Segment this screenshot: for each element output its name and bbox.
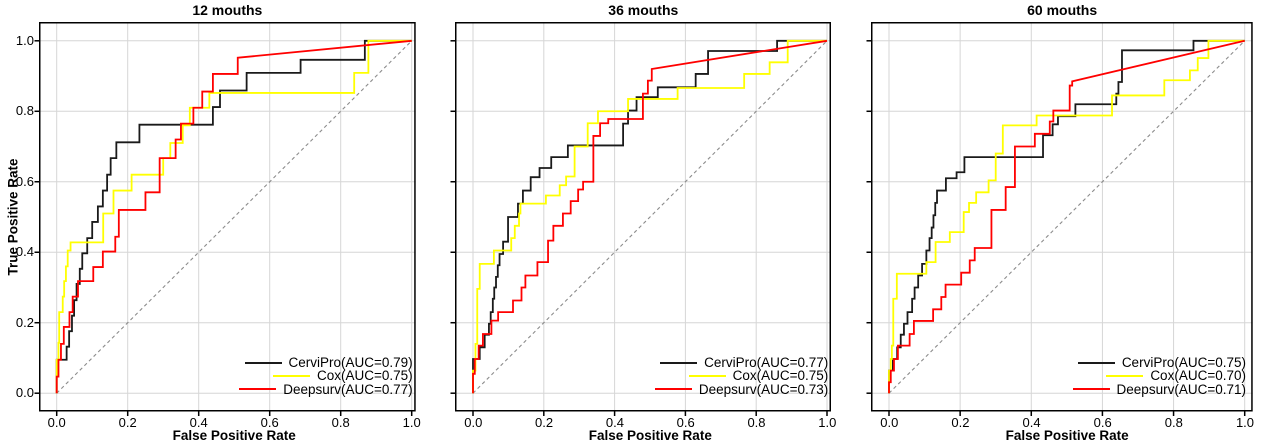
plot-border	[455, 21, 832, 411]
x-tick-label: 0.4	[1022, 415, 1041, 430]
x-tick-label: 0.4	[189, 415, 208, 430]
diagonal-reference-line	[472, 39, 828, 394]
legend-label: CerviPro(AUC=0.79)	[288, 354, 413, 370]
legend-item-cox: Cox(AUC=0.70)	[1106, 368, 1246, 384]
diagonal-reference-line	[56, 39, 413, 394]
roc-curve-cox	[472, 39, 828, 393]
roc-curve-deepsurv	[472, 39, 828, 393]
x-tick-label: 0.8	[747, 415, 766, 430]
roc-curve-cox	[888, 39, 1245, 393]
y-tick-label: 0.8	[15, 103, 34, 119]
legend-item-cox: Cox(AUC=0.75)	[273, 368, 413, 384]
plot-border	[39, 21, 416, 411]
legend-item-cervipro: CerviPro(AUC=0.79)	[244, 354, 413, 370]
legend-line-icon	[688, 374, 726, 377]
x-tick-label: 1.0	[402, 415, 421, 430]
panel-title: 36 mouths	[608, 1, 679, 18]
x-axis-label: False Positive Rate	[588, 428, 712, 443]
legend: CerviPro(AUC=0.77) Cox(AUC=0.75) Deepsurv(…	[654, 354, 829, 397]
legend-item-deepsurv: Deepsurv(AUC=0.73)	[654, 381, 829, 397]
legend-label: CerviPro(AUC=0.77)	[704, 354, 829, 370]
legend-line-icon	[1077, 361, 1115, 364]
legend-label: Cox(AUC=0.70)	[1150, 368, 1246, 384]
x-tick-label: 0.2	[535, 415, 554, 430]
x-tick-label: 0.0	[47, 415, 66, 430]
legend-label: Deepsurv(AUC=0.71)	[1116, 381, 1246, 397]
y-tick-label: 0.4	[15, 244, 34, 260]
roc-curve-cervipro	[55, 39, 412, 393]
x-tick-label: 0.6	[676, 415, 695, 430]
roc-plot-area	[450, 21, 832, 416]
x-tick-label: 0.2	[118, 415, 137, 430]
x-tick-label: 0.2	[951, 415, 970, 430]
roc-panel-12-mouths: 12 mouths 0.0 0.2 0.4 0.6 0.8 1.0 False Positiv…	[34, 3, 421, 443]
x-axis-label: False Positive Rate	[1005, 428, 1129, 443]
y-tick-label: 0.6	[15, 173, 34, 189]
legend: CerviPro(AUC=0.79) Cox(AUC=0.75) Deepsurv(…	[239, 354, 413, 397]
roc-curve-cox	[55, 39, 412, 393]
legend-line-icon	[1106, 374, 1144, 377]
diagonal-reference-line	[888, 39, 1246, 394]
legend-label: Deepsurv(AUC=0.77)	[283, 381, 413, 397]
legend-line-icon	[273, 374, 311, 377]
legend-label: Cox(AUC=0.75)	[317, 368, 413, 384]
legend-label: Cox(AUC=0.75)	[732, 368, 829, 384]
y-tick-label: 0.2	[15, 314, 34, 330]
legend-item-deepsurv: Deepsurv(AUC=0.77)	[239, 381, 413, 397]
x-tick-label: 0.0	[880, 415, 899, 430]
legend-line-icon	[244, 361, 282, 364]
legend: CerviPro(AUC=0.75) Cox(AUC=0.70) Deepsurv(…	[1072, 354, 1246, 397]
x-tick-label: 0.8	[1164, 415, 1183, 430]
legend-label: Deepsurv(AUC=0.73)	[698, 381, 829, 397]
legend-line-icon	[660, 361, 698, 364]
plot-border	[871, 21, 1253, 411]
x-tick-label: 0.8	[331, 415, 350, 430]
roc-plot-area	[866, 21, 1253, 416]
x-tick-label: 1.0	[1235, 415, 1255, 430]
legend-item-cervipro: CerviPro(AUC=0.75)	[1077, 354, 1246, 370]
legend-label: CerviPro(AUC=0.75)	[1121, 354, 1246, 370]
legend-line-icon	[1072, 388, 1110, 391]
roc-panel-36-mouths: 36 mouths 0.0 0.2 0.4 0.6 0.8 1.0 False Positiv…	[450, 3, 836, 443]
x-tick-label: 0.4	[605, 415, 624, 430]
legend-item-cox: Cox(AUC=0.75)	[688, 368, 829, 384]
x-axis-label: False Positive Rate	[172, 428, 296, 443]
roc-panel-60-mouths: 60 mouths 0.0 0.2 0.4 0.6 0.8 1.0 False Positiv…	[866, 3, 1254, 443]
panel-title: 60 mouths	[1027, 1, 1098, 18]
roc-plot-area	[34, 21, 416, 416]
roc-curve-cervipro	[888, 39, 1245, 393]
roc-curve-deepsurv	[55, 39, 412, 393]
legend-item-deepsurv: Deepsurv(AUC=0.71)	[1072, 381, 1246, 397]
x-tick-label: 0.0	[464, 415, 483, 430]
y-tick-label: 1.0	[15, 32, 34, 48]
x-tick-label: 0.6	[260, 415, 279, 430]
legend-line-icon	[654, 388, 692, 391]
roc-curve-deepsurv	[888, 39, 1246, 393]
y-tick-label: 0.0	[15, 385, 34, 401]
x-tick-label: 1.0	[818, 415, 837, 430]
legend-item-cervipro: CerviPro(AUC=0.77)	[660, 354, 829, 370]
panel-title: 12 mouths	[192, 1, 263, 18]
x-tick-label: 0.6	[1093, 415, 1112, 430]
legend-line-icon	[239, 388, 277, 391]
